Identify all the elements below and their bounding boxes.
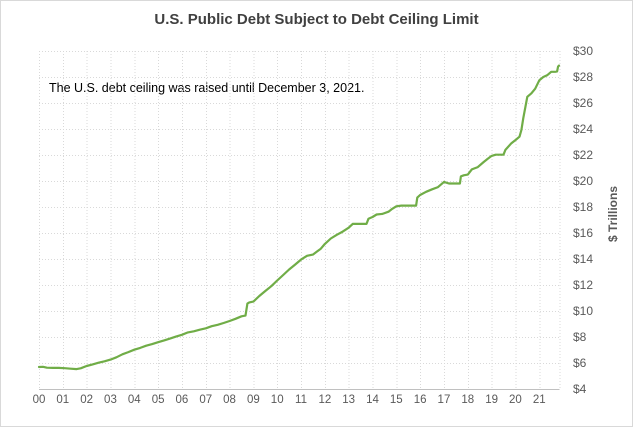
- x-tick-label: 01: [56, 394, 70, 406]
- gridlines: [39, 51, 561, 390]
- x-tick-label: 05: [151, 394, 165, 406]
- x-tick-label: 17: [437, 394, 451, 406]
- y-tick-label: $28: [573, 70, 594, 84]
- y-tick-label: $16: [573, 226, 594, 240]
- y-tick-label: $18: [573, 200, 594, 214]
- x-tick-label: 04: [127, 394, 141, 406]
- x-tick-label: 02: [80, 394, 94, 406]
- y-tick-label: $30: [573, 44, 594, 58]
- y-tick-label: $8: [573, 330, 587, 344]
- x-tick-label: 21: [532, 394, 546, 406]
- x-tick-label: 15: [389, 394, 403, 406]
- y-tick-label: $6: [573, 356, 587, 370]
- x-tick-label: 11: [295, 394, 308, 406]
- x-tick-label: 18: [461, 394, 475, 406]
- y-tick-label: $24: [573, 122, 594, 136]
- debt-line: [37, 64, 561, 371]
- x-tick-label: 20: [509, 394, 522, 406]
- y-tick-label: $12: [573, 278, 594, 292]
- x-tick-label: 13: [342, 394, 356, 406]
- x-tick-label: 14: [366, 394, 379, 406]
- x-tick-label: 10: [270, 394, 284, 406]
- y-tick-label: $4: [573, 382, 587, 396]
- x-tick-label: 09: [246, 394, 260, 406]
- x-tick-label: 06: [175, 394, 189, 406]
- x-tick-label: 08: [223, 394, 236, 406]
- x-tick-label: 19: [485, 394, 498, 406]
- x-tick-label: 03: [104, 394, 117, 406]
- x-tick-label: 07: [199, 394, 213, 406]
- y-tick-label: $14: [573, 252, 594, 266]
- x-tick-label: 16: [413, 394, 427, 406]
- debt-line-series: [37, 64, 561, 371]
- x-tick-label: 12: [318, 394, 332, 406]
- chart-title: U.S. Public Debt Subject to Debt Ceiling…: [154, 11, 479, 28]
- y-tick-label: $20: [573, 174, 594, 188]
- y-tick-label: $26: [573, 96, 594, 110]
- x-tick-label: 00: [32, 394, 46, 406]
- y-tick-label: $10: [573, 304, 594, 318]
- y-axis-title: $ Trillions: [606, 185, 620, 243]
- y-tick-label: $22: [573, 148, 594, 162]
